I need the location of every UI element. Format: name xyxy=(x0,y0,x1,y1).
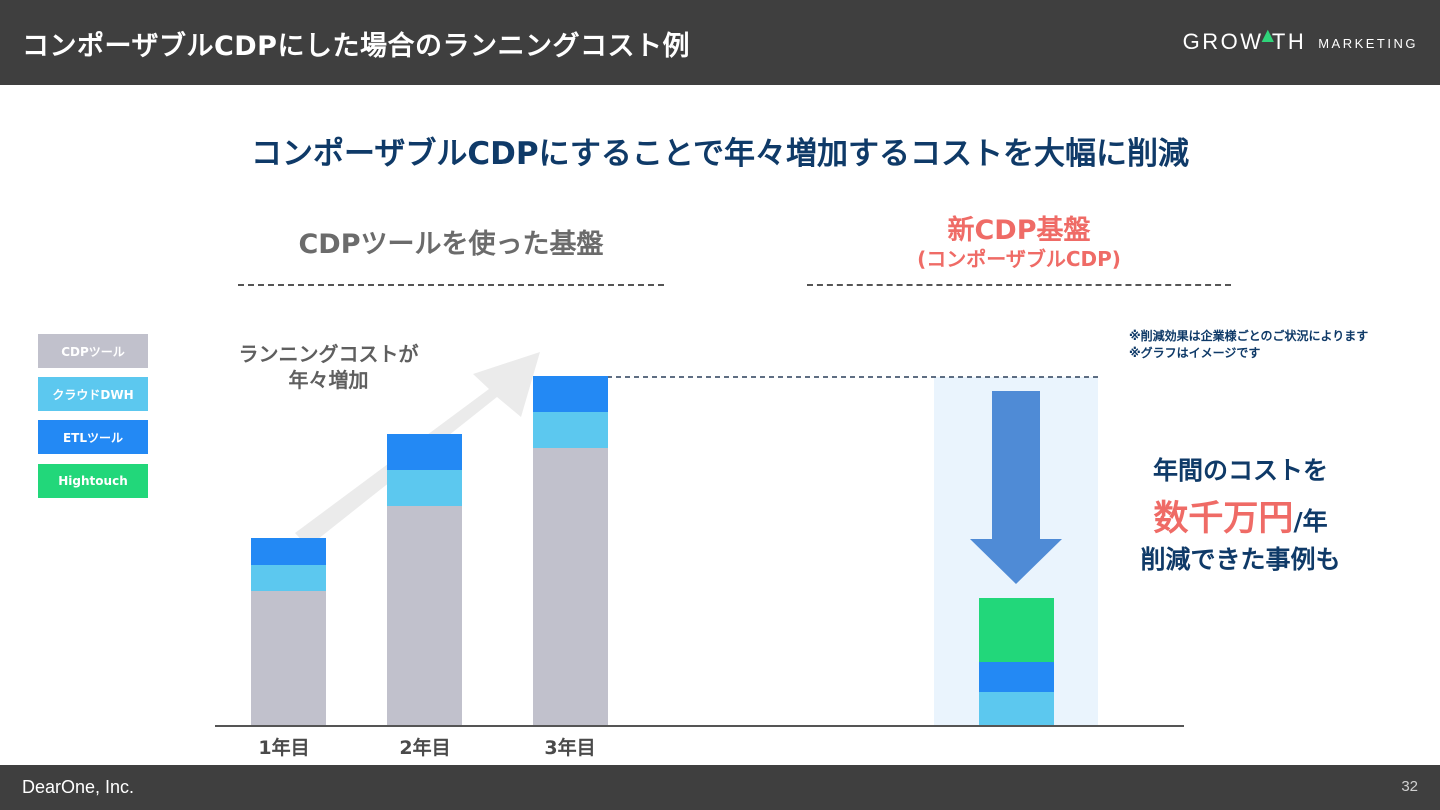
bar-2-series-3 xyxy=(387,434,462,470)
left-section-divider xyxy=(238,284,664,286)
legend-item-cdp-tool: CDPツール xyxy=(38,334,148,368)
callout-per-year: /年 xyxy=(1293,507,1328,536)
right-section-divider xyxy=(807,284,1231,286)
slide-subtitle: コンポーザブルCDPにすることで年々増加するコストを大幅に削減 xyxy=(251,136,1189,172)
left-section-title: CDPツールを使った基盤 xyxy=(298,229,604,260)
legend-label: CDPツール xyxy=(61,344,125,359)
note-image-only: ※グラフはイメージです xyxy=(1129,346,1261,360)
bar-3-series-3 xyxy=(533,376,608,412)
legend-label: クラウドDWH xyxy=(52,387,134,402)
footer-company: DearOne, Inc. xyxy=(22,777,135,797)
reduction-arrow-icon xyxy=(970,391,1062,584)
bar-3-series-1 xyxy=(533,448,608,726)
header-bar: コンポーザブルCDPにした場合のランニングコスト例 GRO W ▲ TH MAR… xyxy=(0,0,1440,85)
bar-4-series-4 xyxy=(979,598,1054,662)
callout-line1: 年間のコストを xyxy=(1152,456,1328,485)
brand-name-end: TH xyxy=(1271,29,1307,54)
bar-2-series-2 xyxy=(387,470,462,506)
growth-marketing-logo: GRO W ▲ TH MARKETING xyxy=(1183,24,1418,60)
brand-subtitle: MARKETING xyxy=(1318,35,1418,51)
legend-label: ETLツール xyxy=(62,430,124,445)
bar-1-series-3 xyxy=(251,538,326,565)
legend-item-cloud-dwh: クラウドDWH xyxy=(38,377,148,411)
right-section-title: 新CDP基盤 xyxy=(947,215,1091,246)
right-section-subtitle: (コンポーザブルCDP) xyxy=(917,247,1121,271)
footer-bar: DearOne, Inc. 32 xyxy=(0,765,1440,810)
legend-item-hightouch: Hightouch xyxy=(38,464,148,498)
callout-highlight-amount: 数千万円 xyxy=(1153,499,1294,539)
x-tick-year3: 3年目 xyxy=(544,736,595,759)
x-tick-year2: 2年目 xyxy=(399,736,450,759)
increase-label-line2: 年々増加 xyxy=(288,368,369,392)
brand-w-letter: W xyxy=(1240,29,1264,54)
brand-name-start: GRO xyxy=(1182,29,1241,54)
legend-label: Hightouch xyxy=(58,474,128,488)
increase-label-line1: ランニングコストが xyxy=(238,342,419,366)
page-number: 32 xyxy=(1401,778,1418,795)
bar-1-series-2 xyxy=(251,565,326,591)
callout-line2: 数千万円/年 xyxy=(1118,490,1363,541)
bar-group xyxy=(251,376,1054,726)
page-title: コンポーザブルCDPにした場合のランニングコスト例 xyxy=(22,31,690,62)
bar-1-series-1 xyxy=(251,591,326,726)
note-effect-varies: ※削減効果は企業様ごとのご状況によります xyxy=(1129,329,1369,343)
bar-4-series-2 xyxy=(979,692,1054,726)
legend-item-etl-tool: ETLツール xyxy=(38,420,148,454)
bar-4-series-3 xyxy=(979,662,1054,692)
brand-arrow-icon: ▲ xyxy=(1261,24,1274,44)
x-tick-year1: 1年目 xyxy=(258,736,309,759)
bar-2-series-1 xyxy=(387,506,462,726)
callout-line3: 削減できた事例も xyxy=(1140,545,1341,574)
bar-3-series-2 xyxy=(533,412,608,448)
